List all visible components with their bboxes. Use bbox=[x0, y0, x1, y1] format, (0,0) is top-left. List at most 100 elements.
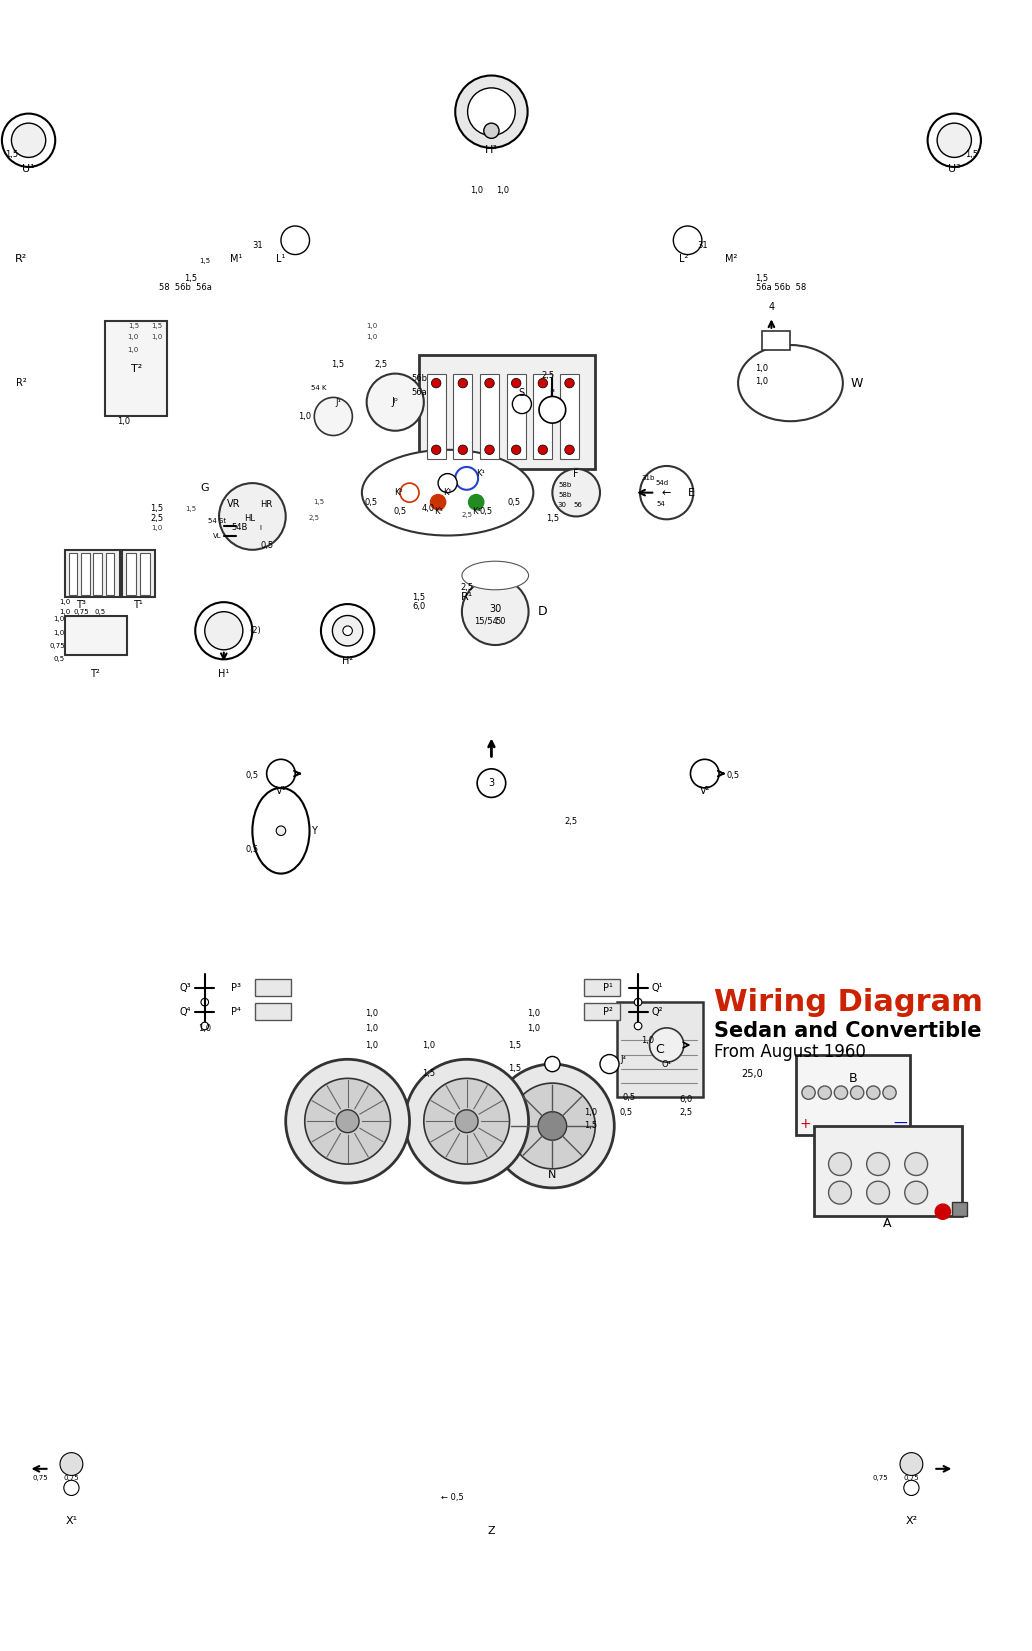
Bar bbox=[65, 616, 127, 654]
Circle shape bbox=[64, 1481, 79, 1496]
Text: V¹: V¹ bbox=[276, 786, 286, 796]
Circle shape bbox=[485, 378, 494, 388]
Text: 54: 54 bbox=[656, 500, 666, 507]
Text: K³: K³ bbox=[433, 507, 443, 517]
Circle shape bbox=[649, 69, 802, 221]
Bar bbox=[65, 550, 120, 598]
Circle shape bbox=[462, 578, 528, 646]
Text: 1,0: 1,0 bbox=[128, 335, 139, 340]
Text: T¹: T¹ bbox=[133, 599, 143, 609]
Text: 1,5: 1,5 bbox=[314, 499, 325, 505]
Text: VL: VL bbox=[213, 533, 222, 538]
Circle shape bbox=[635, 1022, 642, 1030]
Text: 6,0: 6,0 bbox=[413, 603, 425, 611]
Text: 58b: 58b bbox=[558, 482, 572, 489]
Text: Y: Y bbox=[312, 826, 317, 835]
Circle shape bbox=[640, 466, 694, 520]
Text: 58b: 58b bbox=[558, 492, 572, 497]
Text: 2,5: 2,5 bbox=[541, 371, 554, 380]
Text: 3: 3 bbox=[488, 778, 494, 788]
Circle shape bbox=[928, 114, 981, 167]
Circle shape bbox=[875, 1433, 947, 1506]
Circle shape bbox=[477, 769, 506, 797]
Text: O¹: O¹ bbox=[662, 1060, 672, 1068]
Text: K⁴: K⁴ bbox=[472, 507, 481, 517]
Bar bbox=[13, 423, 29, 441]
Text: 1,0: 1,0 bbox=[496, 187, 510, 195]
Circle shape bbox=[277, 826, 286, 835]
Circle shape bbox=[201, 999, 208, 1005]
Circle shape bbox=[484, 124, 499, 139]
Text: Jᵖ: Jᵖ bbox=[392, 398, 398, 408]
Circle shape bbox=[424, 1078, 510, 1164]
Text: 0,5: 0,5 bbox=[95, 609, 105, 614]
Text: 1,0: 1,0 bbox=[422, 1040, 436, 1050]
Bar bbox=[419, 355, 595, 469]
Circle shape bbox=[802, 1086, 815, 1100]
Circle shape bbox=[538, 1111, 567, 1141]
Text: P²: P² bbox=[603, 1007, 613, 1017]
Circle shape bbox=[900, 1453, 923, 1476]
Circle shape bbox=[366, 373, 424, 431]
Text: 1,0: 1,0 bbox=[641, 1035, 654, 1045]
Text: 1,5: 1,5 bbox=[508, 1040, 521, 1050]
Text: X¹: X¹ bbox=[65, 1516, 77, 1526]
Circle shape bbox=[552, 469, 600, 517]
Text: 2,5: 2,5 bbox=[151, 513, 164, 523]
Circle shape bbox=[673, 226, 702, 254]
Text: Q²: Q² bbox=[651, 1007, 663, 1017]
Ellipse shape bbox=[362, 449, 534, 535]
Text: 56a: 56a bbox=[411, 388, 427, 398]
Text: 0,5: 0,5 bbox=[365, 497, 378, 507]
Text: 1,0: 1,0 bbox=[365, 1040, 378, 1050]
Text: 1,0: 1,0 bbox=[298, 413, 312, 421]
Bar bbox=[617, 1002, 703, 1098]
Text: 1,0: 1,0 bbox=[198, 1024, 212, 1034]
Circle shape bbox=[315, 398, 352, 436]
Text: 54 K: 54 K bbox=[312, 385, 327, 391]
Circle shape bbox=[60, 1453, 83, 1476]
Bar bbox=[480, 373, 499, 459]
Circle shape bbox=[431, 378, 441, 388]
Text: 1,0: 1,0 bbox=[128, 347, 139, 353]
Circle shape bbox=[286, 1060, 410, 1184]
Circle shape bbox=[430, 495, 446, 510]
Circle shape bbox=[458, 378, 467, 388]
Bar bbox=[80, 553, 90, 594]
Text: 1,5: 1,5 bbox=[422, 1070, 436, 1078]
Text: 1,0: 1,0 bbox=[59, 599, 70, 606]
Text: ←: ← bbox=[662, 487, 672, 497]
Circle shape bbox=[859, 1417, 964, 1521]
Text: 1,0: 1,0 bbox=[118, 416, 130, 426]
Text: 54 St: 54 St bbox=[208, 518, 226, 525]
Text: X²: X² bbox=[905, 1516, 917, 1526]
Text: L¹: L¹ bbox=[277, 254, 286, 264]
Text: Sedan and Convertible: Sedan and Convertible bbox=[714, 1020, 981, 1040]
Bar bbox=[93, 553, 102, 594]
Bar bbox=[814, 1126, 962, 1217]
Bar bbox=[426, 373, 446, 459]
Text: D: D bbox=[538, 606, 548, 617]
Text: Wiring Diagram: Wiring Diagram bbox=[714, 987, 983, 1017]
Text: Z: Z bbox=[487, 1526, 495, 1535]
Circle shape bbox=[829, 1180, 851, 1204]
Text: 1,5: 1,5 bbox=[755, 274, 769, 282]
Circle shape bbox=[467, 88, 515, 135]
Text: 1,5: 1,5 bbox=[584, 1121, 598, 1131]
Bar bbox=[534, 373, 552, 459]
Bar bbox=[126, 553, 136, 594]
Text: 1,0: 1,0 bbox=[54, 616, 65, 622]
Circle shape bbox=[512, 446, 521, 454]
Bar bbox=[105, 322, 166, 416]
Text: K⁵: K⁵ bbox=[443, 489, 452, 497]
Circle shape bbox=[458, 446, 467, 454]
Circle shape bbox=[455, 1109, 478, 1133]
Text: 0,5: 0,5 bbox=[393, 507, 407, 517]
Text: 0,75: 0,75 bbox=[904, 1476, 920, 1481]
Text: 2,5: 2,5 bbox=[679, 1108, 692, 1118]
Bar bbox=[613, 188, 789, 292]
Circle shape bbox=[431, 446, 441, 454]
Bar bbox=[507, 373, 525, 459]
Text: 1,0: 1,0 bbox=[526, 1024, 540, 1034]
Circle shape bbox=[455, 467, 478, 490]
